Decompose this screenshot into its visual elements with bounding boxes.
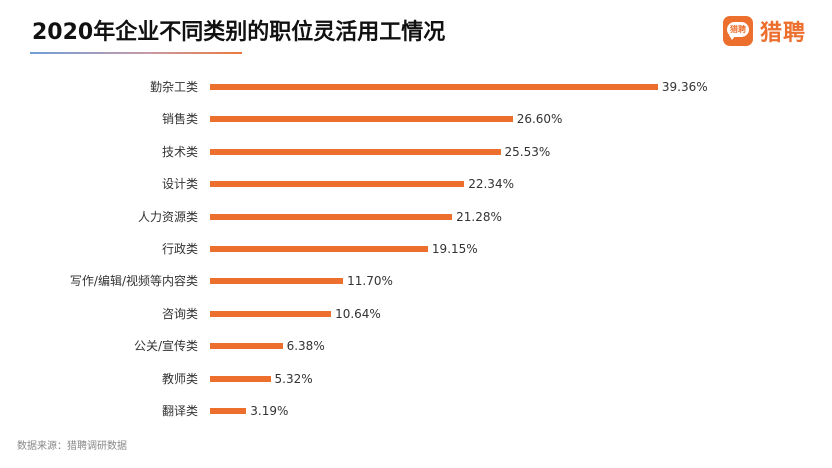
bar — [210, 84, 658, 90]
liepin-logo: 猎聘 猎聘 — [723, 15, 806, 47]
bar-row: 行政类 19.15% — [0, 239, 832, 259]
category-label: 公关/宣传类 — [133, 339, 198, 354]
bubble-tail — [729, 35, 736, 40]
category-label: 技术类 — [161, 144, 198, 159]
bar — [210, 278, 344, 285]
bar — [210, 246, 428, 252]
value-label: 19.15% — [431, 242, 478, 256]
bar — [210, 343, 283, 350]
bar-row: 设计类 22.34% — [0, 174, 832, 194]
category-label: 勤杂工类 — [149, 80, 198, 94]
bar-row: 咨询类 10.64% — [0, 304, 832, 324]
category-label: 销售类 — [161, 112, 198, 127]
category-label: 教师类 — [161, 371, 198, 386]
bar-row: 公关/宣传类 6.38% — [0, 336, 832, 356]
value-label: 21.28% — [456, 209, 502, 224]
value-label: 6.38% — [286, 339, 325, 354]
bar — [210, 116, 513, 123]
value-label: 11.70% — [347, 274, 393, 289]
speech-bubble-logo-icon: 猎聘 — [723, 16, 753, 46]
value-label: 39.36% — [661, 80, 708, 94]
data-source: 数据来源：猎聘调研数据 — [17, 441, 127, 452]
bar-row: 写作/编辑/视频等内容类 11.70% — [0, 271, 832, 291]
value-label: 26.60% — [516, 112, 563, 127]
bar-row: 教师类 5.32% — [0, 369, 832, 389]
page-title: 2020年企业不同类别的职位灵活用工情况 — [32, 20, 446, 45]
bar — [210, 148, 501, 155]
category-label: 翻译类 — [161, 404, 198, 418]
category-label: 行政类 — [161, 242, 198, 256]
title-underline — [30, 52, 242, 54]
bar-row: 技术类 25.53% — [0, 142, 832, 162]
category-label: 咨询类 — [161, 306, 198, 321]
value-label: 25.53% — [504, 144, 551, 159]
bar-row: 人力资源类 21.28% — [0, 207, 832, 227]
logo-icon-text: 猎聘 — [727, 22, 749, 37]
value-label: 5.32% — [274, 371, 313, 386]
bar-row: 翻译类 3.19% — [0, 401, 832, 421]
value-label: 3.19% — [250, 404, 289, 418]
bar — [210, 310, 332, 317]
bar — [210, 213, 453, 220]
category-label: 写作/编辑/视频等内容类 — [69, 274, 198, 289]
bar — [210, 181, 465, 188]
value-label: 22.34% — [468, 177, 514, 192]
value-label: 10.64% — [335, 306, 381, 321]
category-label: 设计类 — [161, 177, 198, 192]
logo-text: 猎聘 — [760, 21, 807, 46]
category-label: 人力资源类 — [137, 209, 198, 224]
bar — [210, 375, 271, 382]
bar — [210, 408, 247, 414]
bar-row: 销售类 26.60% — [0, 109, 832, 129]
bar-row: 勤杂工类 39.36% — [0, 77, 832, 97]
